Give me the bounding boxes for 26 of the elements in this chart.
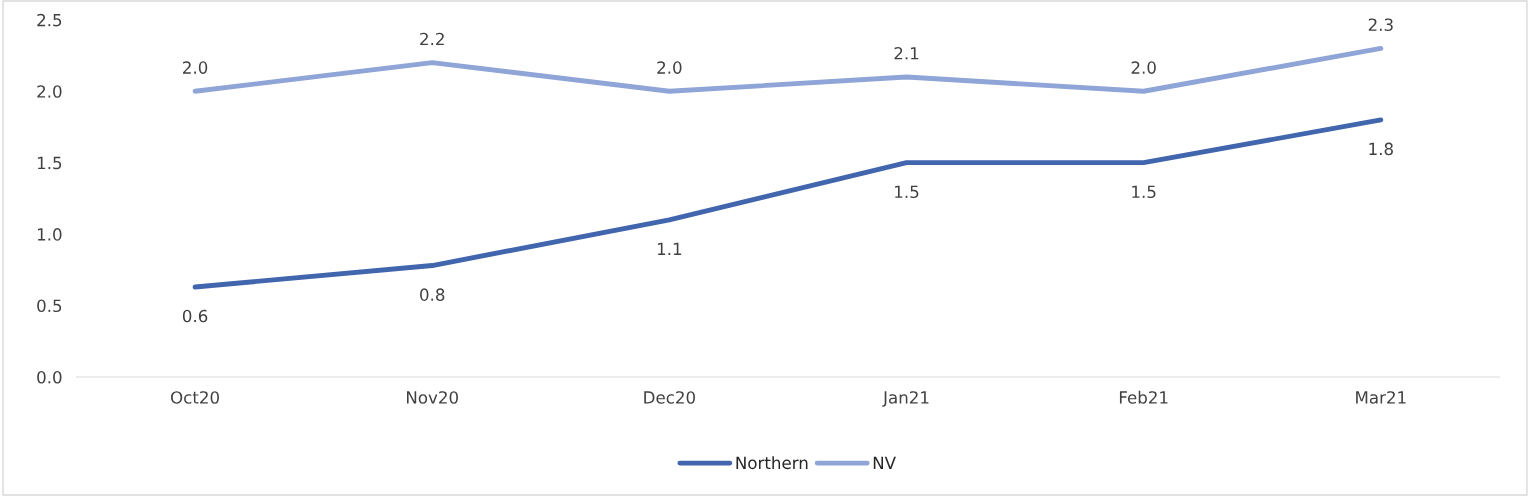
legend-label: Northern	[736, 456, 808, 470]
x-tick-label: Dec20	[644, 391, 695, 404]
legend-label: NV	[873, 456, 896, 469]
data-label: 2.0	[1131, 61, 1156, 74]
y-tick-label: 2.5	[37, 13, 62, 27]
data-label: 1.8	[1369, 142, 1393, 156]
x-tick-label: Oct20	[171, 391, 219, 404]
data-label: 2.0	[183, 61, 208, 74]
data-label: 2.3	[1368, 18, 1393, 32]
data-label: 0.6	[182, 309, 208, 323]
data-label: 1.5	[895, 185, 919, 199]
y-tick-label: 2.0	[37, 85, 62, 98]
data-label: 2.0	[657, 61, 682, 74]
x-tick-label: Nov20	[406, 391, 458, 404]
y-tick-label: 0.0	[37, 370, 62, 384]
data-label: 1.1	[657, 242, 682, 255]
data-label: 2.2	[420, 32, 444, 46]
y-tick-label: 1.0	[37, 228, 62, 241]
x-tick-label: Mar21	[1356, 391, 1406, 404]
x-tick-label: Jan21	[882, 391, 929, 407]
y-tick-label: 1.5	[37, 156, 62, 170]
data-label: 1.5	[1132, 185, 1156, 199]
x-tick-label: Feb21	[1119, 390, 1168, 404]
data-label: 2.1	[894, 46, 919, 60]
data-label: 0.8	[420, 288, 445, 301]
y-tick-label: 0.5	[37, 299, 62, 313]
